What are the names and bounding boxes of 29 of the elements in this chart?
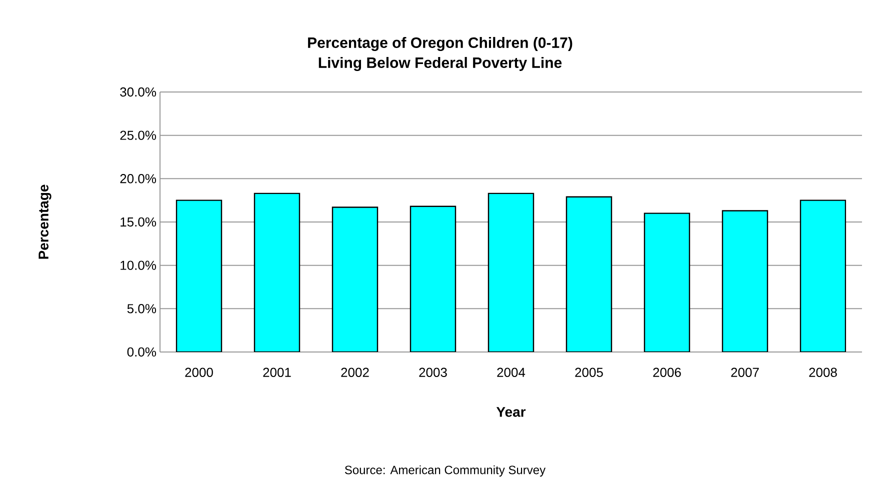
x-tick-label: 2001 [263,368,291,377]
x-tick-label: 2007 [731,368,759,377]
x-tick-label: 2004 [497,368,526,377]
source-note: Source: American Community Survey [344,465,546,477]
y-tick-label: 30.0% [120,87,156,97]
bar [722,210,768,352]
chart-title: Percentage of Oregon Children (0-17) Living Below Federal Poverty Line [308,36,572,72]
x-tick-label: 2003 [419,368,447,377]
bar [176,200,222,352]
bar [410,206,456,352]
x-tick-label: 2008 [809,368,837,377]
bar [254,192,300,352]
y-axis-title: Percentage [38,184,52,259]
bar [488,192,534,352]
y-tick-label: 10.0% [120,260,156,270]
y-tick-label: 0.0% [127,347,156,357]
bar [800,200,846,352]
bar [566,196,612,352]
x-tick-label: 2005 [575,368,603,377]
bar [332,206,378,352]
y-tick-label: 25.0% [120,130,156,140]
x-tick-label: 2006 [653,368,681,377]
y-tick-label: 5.0% [127,304,156,314]
x-tick-label: 2002 [341,368,369,377]
bar [644,212,690,352]
y-tick-label: 20.0% [120,174,156,184]
x-axis-title: Year [496,407,526,417]
x-tick-label: 2000 [185,368,213,377]
y-tick-label: 15.0% [120,217,156,227]
